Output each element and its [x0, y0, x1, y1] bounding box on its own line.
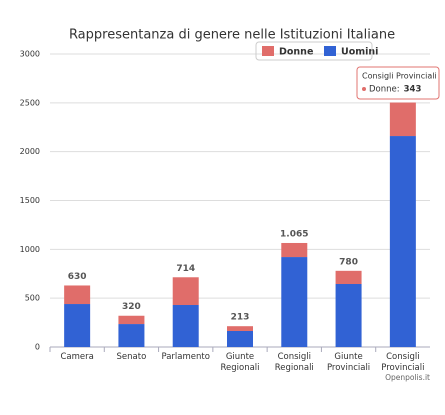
y-tick-label: 1000	[20, 245, 40, 254]
x-tick-label: Senato	[116, 352, 147, 362]
bar-segment	[64, 285, 91, 305]
legend-swatch	[262, 46, 274, 56]
tooltip-title: Consigli Provinciali	[362, 72, 437, 81]
tooltip-value: 343	[404, 85, 422, 95]
credit: Openpolis.it	[385, 373, 430, 382]
y-tick-label: 3000	[20, 50, 40, 59]
legend-swatch	[324, 46, 336, 56]
tooltip-label: Donne:	[369, 85, 400, 95]
bar-segment	[227, 326, 253, 331]
y-tick-label: 500	[25, 294, 40, 303]
tooltip-box	[356, 66, 440, 100]
bar-segment	[335, 270, 362, 285]
bar-segment	[227, 330, 253, 347]
legend-label: Donne	[279, 47, 313, 58]
stack-label: 714	[176, 264, 195, 274]
bar-segment	[172, 305, 199, 347]
stack-label: 630	[68, 272, 87, 282]
x-tick-label: Giunte Regionali	[220, 352, 260, 373]
bar-segment	[281, 257, 308, 347]
x-tick-label: Camera	[60, 352, 94, 362]
stack-label: 320	[122, 302, 141, 312]
bar-segment	[172, 277, 199, 306]
chart-title: Rappresentanza di genere nelle Istituzio…	[69, 28, 395, 43]
tooltip-dot	[362, 87, 366, 91]
bar-segment	[118, 324, 145, 347]
stack-label: 213	[231, 313, 250, 323]
bar-segment	[64, 304, 91, 347]
stack-label: 780	[339, 257, 358, 267]
x-tick-label: Consigli Regionali	[274, 352, 314, 373]
bar-segment	[281, 242, 308, 258]
bar-segment	[118, 315, 145, 325]
bar-segment	[335, 284, 362, 347]
x-tick-label: Giunte Provinciali	[326, 352, 371, 373]
y-tick-label: 1500	[20, 196, 40, 205]
legend-box	[255, 41, 373, 61]
x-tick-label: Parlamento	[161, 352, 210, 362]
bar-segment	[389, 102, 416, 137]
x-tick-label: Consigli Provinciali	[381, 352, 425, 373]
y-tick-label: 2500	[20, 98, 40, 107]
stack-label: 1.065	[280, 229, 308, 239]
legend-label: Uomini	[341, 47, 378, 58]
bar-segment	[389, 136, 416, 347]
y-tick-label: 2000	[20, 147, 40, 156]
y-tick-label: 0	[35, 343, 40, 352]
